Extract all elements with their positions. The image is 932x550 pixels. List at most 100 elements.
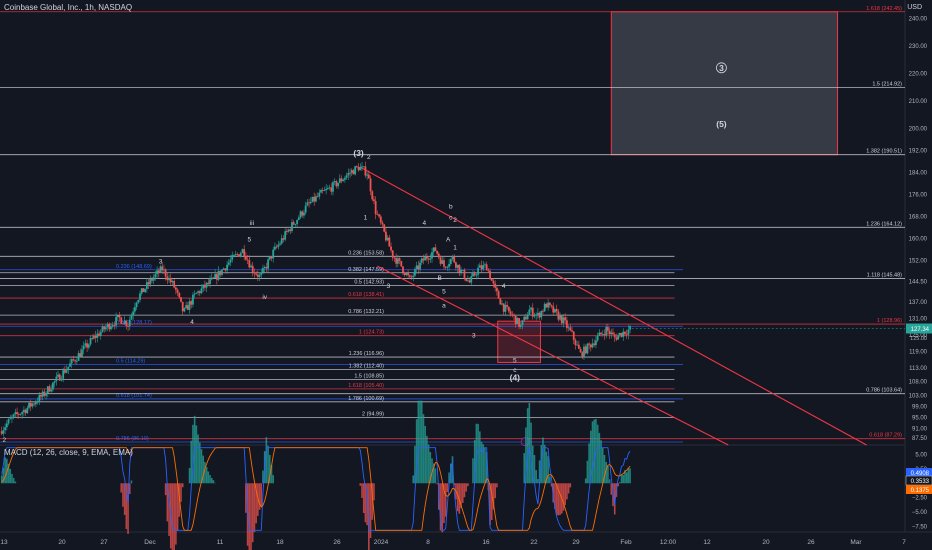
candle-body (410, 276, 413, 278)
wave-label: 1 (453, 245, 457, 252)
candle-body (72, 359, 75, 361)
macd-histogram-bar (525, 427, 527, 484)
candle-body (577, 344, 580, 349)
candle-body (321, 190, 324, 191)
macd-histogram-bar (426, 435, 428, 484)
candle-body (115, 316, 118, 326)
y-tick-label: 125.00 (909, 333, 928, 339)
macd-histogram-bar (624, 470, 626, 484)
candle-body (618, 332, 621, 336)
candle-body (477, 267, 480, 275)
candle-body (60, 378, 63, 381)
candle-body (352, 170, 355, 175)
candle-body (219, 270, 222, 275)
candle-body (36, 401, 39, 403)
macd-histogram-bar (610, 483, 613, 495)
candle-body (277, 244, 280, 247)
candle-body (562, 317, 565, 324)
candle-body (12, 414, 15, 417)
macd-histogram-bar (373, 483, 375, 501)
candle-body (431, 252, 433, 259)
candle-body (487, 270, 490, 272)
candle-body (123, 320, 126, 325)
macd-value-label: 0.1375 (911, 488, 930, 494)
x-tick-label: 16 (482, 539, 490, 546)
candle-body (195, 292, 198, 294)
macd-histogram-bar (557, 483, 560, 516)
candle-body (197, 291, 199, 293)
candle-body (427, 258, 430, 260)
candle-body (209, 279, 211, 285)
candle-body (81, 349, 83, 357)
candle-body (275, 246, 278, 248)
x-tick-label: 7 (902, 539, 906, 546)
candle-body (222, 268, 225, 270)
wave-label: 5 (247, 236, 251, 243)
candle-body (168, 277, 170, 281)
candle-body (506, 304, 509, 307)
candle-body (530, 307, 532, 310)
y-tick-label: 91.00 (912, 426, 928, 432)
fib-level-label: 0.382 (147.59) (348, 267, 384, 273)
candle-body (451, 256, 454, 260)
wave-label: 5 (442, 289, 446, 296)
candle-body (161, 266, 164, 271)
candle-body (48, 386, 51, 392)
macd-histogram-bar (366, 483, 368, 526)
candle-body (624, 331, 626, 335)
candle-body (391, 250, 394, 258)
macd-histogram-bar (195, 425, 198, 484)
candle-body (606, 327, 609, 331)
signal-line (1, 447, 631, 531)
macd-histogram-bar (212, 480, 215, 484)
wave-label: 5 (513, 357, 517, 364)
candle-body (284, 231, 287, 240)
candle-body (263, 267, 266, 269)
candle-body (200, 288, 203, 294)
macd-histogram-bar (209, 475, 211, 484)
macd-histogram-bar (463, 483, 466, 498)
fib-level-label: 1.618 (105.40) (348, 383, 384, 389)
macd-histogram-bar (444, 483, 447, 517)
candle-body (255, 273, 258, 275)
candle-body (308, 202, 310, 204)
wave-label: c (513, 367, 517, 374)
trend-channel-line (360, 166, 867, 446)
candle-body (453, 256, 456, 263)
candle-body (519, 325, 522, 327)
macd-histogram-bar (420, 400, 423, 484)
y-tick-label: 168.00 (909, 215, 928, 221)
candle-body (330, 187, 333, 192)
candle-body (448, 263, 450, 267)
candle-body (446, 266, 449, 268)
candle-body (531, 307, 534, 317)
macd-histogram-bar (482, 444, 485, 484)
candle-body (482, 265, 485, 270)
macd-histogram-bar (181, 483, 184, 488)
candle-body (229, 259, 232, 263)
macd-histogram-bar (448, 472, 450, 484)
macd-histogram-bar (479, 431, 481, 484)
macd-histogram-bar (422, 414, 425, 484)
macd-histogram-bar (601, 447, 604, 484)
macd-histogram-bar (120, 483, 123, 493)
macd-histogram-bar (7, 463, 10, 484)
x-tick-label: 27 (100, 539, 108, 546)
wave-label: 3 (719, 63, 724, 73)
macd-value-tag (906, 485, 932, 494)
macd-histogram-bar (0, 475, 3, 484)
y-tick-label: 184.00 (909, 171, 928, 177)
candle-body (214, 274, 217, 278)
macd-histogram-bar (608, 479, 611, 484)
macd-histogram-bar (619, 482, 621, 484)
macd-y-tick: −2.50 (912, 496, 928, 502)
candle-body (566, 320, 568, 329)
y-tick-label: 230.00 (909, 44, 928, 50)
macd-histogram-bar (530, 422, 532, 484)
candle-body (164, 269, 167, 277)
macd-histogram-bar (436, 483, 438, 485)
macd-histogram-bar (566, 483, 568, 500)
candle-body (511, 314, 514, 316)
candle-body (395, 257, 398, 264)
